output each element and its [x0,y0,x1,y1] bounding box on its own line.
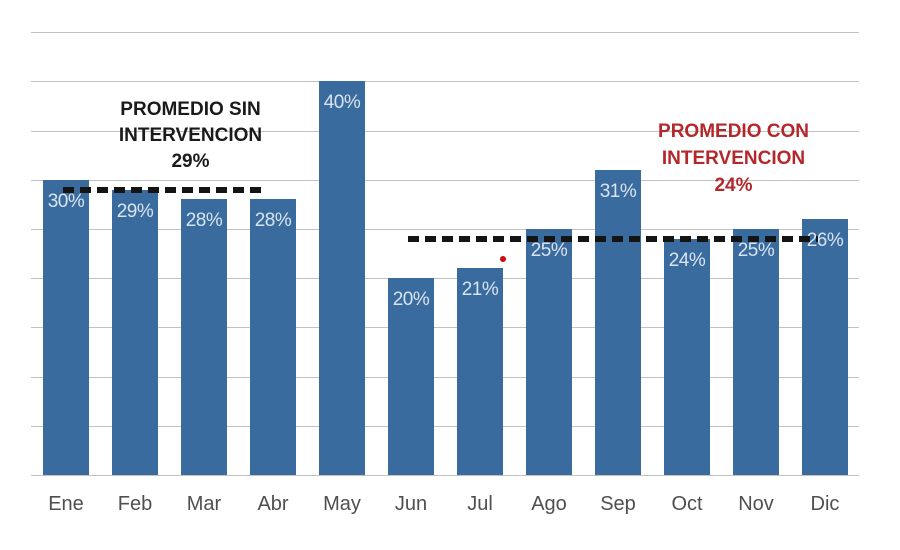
bar-value-label: 21% [461,279,499,300]
x-tick-dic: Dic [810,493,840,515]
bar-ago: 25% [526,229,572,475]
x-tick-ene: Ene [48,493,84,515]
gridline [31,32,859,33]
avg-line-promedio-sin-intervencion [63,187,266,193]
bar-value-label: 31% [599,181,637,202]
bar-ene: 30% [43,180,89,475]
bar-abr: 28% [250,199,296,475]
bar-value-label: 29% [116,201,154,222]
bar-value-label: 40% [323,92,361,113]
gridline [31,180,859,181]
bar-may: 40% [319,81,365,475]
bar-value-label: 25% [530,240,568,261]
x-tick-abr: Abr [257,493,289,515]
bar-jul: 21% [457,268,503,475]
bar-value-label: 25% [737,240,775,261]
gridline [31,377,859,378]
x-tick-ago: Ago [531,493,567,515]
bar-value-label: 24% [668,250,706,271]
stray-red-dot [500,256,506,262]
x-tick-jun: Jun [394,493,428,515]
gridline [31,229,859,230]
gridline [31,81,859,82]
x-axis-line [31,475,859,476]
gridline [31,327,859,328]
x-tick-nov: Nov [738,493,774,515]
annotation-promedio-sin-intervencion: PROMEDIO SIN INTERVENCION 29% [73,97,308,175]
bar-dic: 26% [802,219,848,475]
avg-line-promedio-con-intervencion [408,236,818,242]
bar-value-label: 28% [254,210,292,231]
gridline [31,278,859,279]
x-tick-mar: Mar [186,493,222,515]
bar-jun: 20% [388,278,434,475]
annotation-text-line: INTERVENCION [661,148,806,169]
x-tick-feb: Feb [117,493,153,515]
bar-value-label: 20% [392,289,430,310]
annotation-text-line: PROMEDIO SIN [120,99,261,120]
x-tick-oct: Oct [671,493,703,515]
bar-oct: 24% [664,239,710,475]
x-tick-may: May [323,493,361,515]
bar-value-label: 28% [185,210,223,231]
bar-feb: 29% [112,190,158,475]
gridline [31,131,859,132]
bar-nov: 25% [733,229,779,475]
annotation-value: 24% [714,175,753,196]
annotation-promedio-con-intervencion: PROMEDIO CON INTERVENCION 24% [611,118,856,199]
bar-value-label: 30% [47,191,85,212]
bar-value-label: 26% [806,230,844,251]
gridline [31,426,859,427]
bar-sep: 31% [595,170,641,475]
annotation-text-line: PROMEDIO CON [658,121,809,142]
x-tick-jul: Jul [467,493,493,515]
x-tick-sep: Sep [600,493,636,515]
annotation-text-line: INTERVENCION [118,125,263,146]
bar-mar: 28% [181,199,227,475]
annotation-value: 29% [171,151,210,172]
